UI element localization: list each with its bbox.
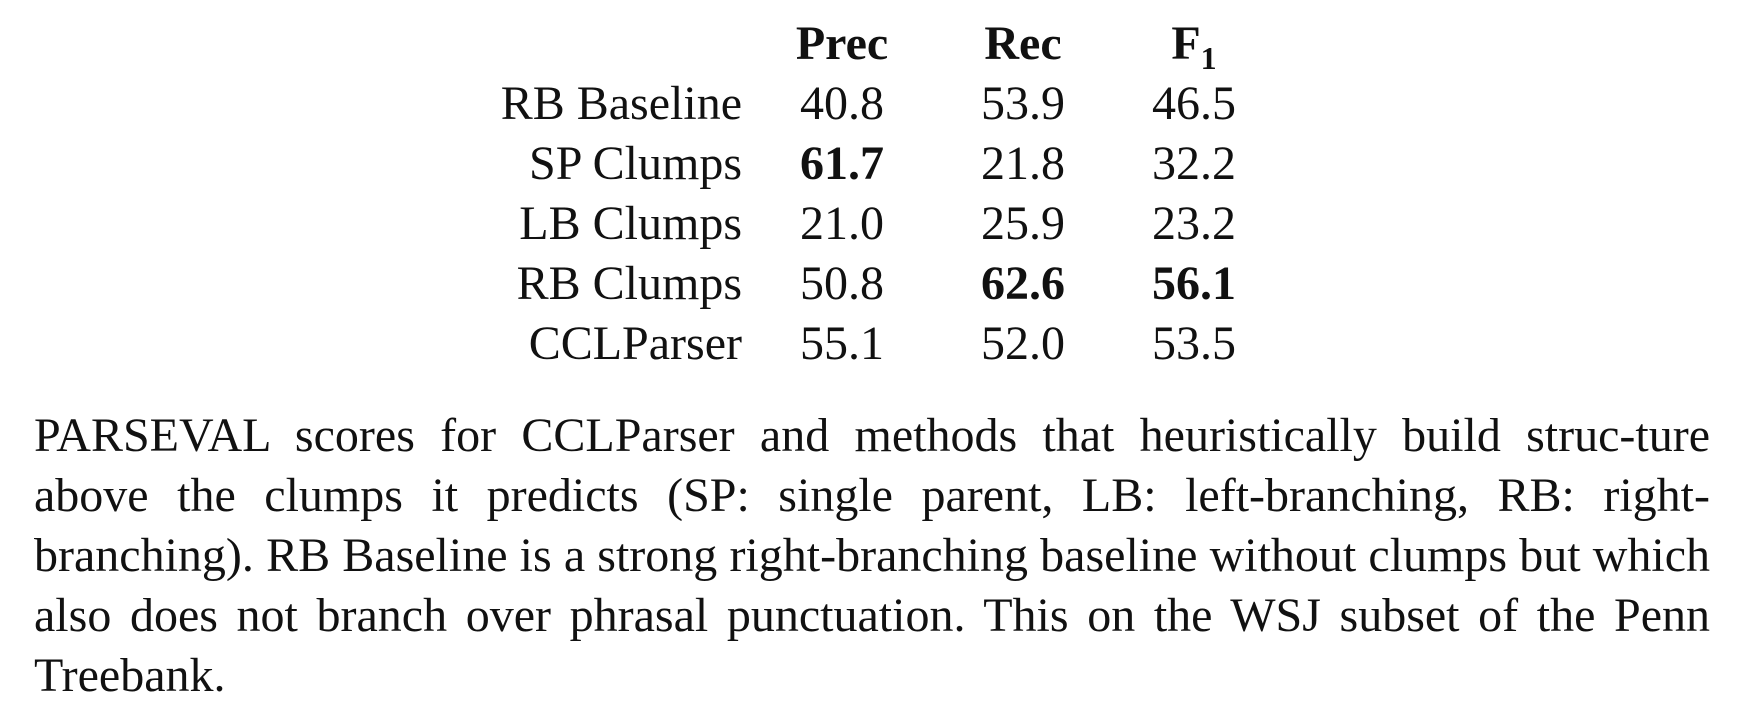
table-body: RB Baseline 40.8 53.9 46.5 SP Clumps 61.… <box>430 74 1284 374</box>
table-row: CCLParser 55.1 52.0 53.5 <box>430 314 1284 374</box>
cell-rec: 53.9 <box>981 77 1065 130</box>
cell-prec: 61.7 <box>800 137 884 190</box>
header-rec: Rec <box>984 17 1062 70</box>
row-method-label: LB Clumps <box>519 197 742 250</box>
table-row: RB Clumps 50.8 62.6 56.1 <box>430 254 1284 314</box>
header-method <box>430 14 742 74</box>
cell-rec: 21.8 <box>981 137 1065 190</box>
cell-rec: 25.9 <box>981 197 1065 250</box>
cell-rec: 52.0 <box>981 317 1065 370</box>
header-f1: F1 <box>1104 14 1284 74</box>
row-method-label: RB Baseline <box>500 77 742 130</box>
cell-f1: 32.2 <box>1152 137 1236 190</box>
cell-prec: 40.8 <box>800 77 884 130</box>
cell-f1: 56.1 <box>1152 257 1236 310</box>
table-row: LB Clumps 21.0 25.9 23.2 <box>430 194 1284 254</box>
cell-prec: 55.1 <box>800 317 884 370</box>
header-prec: Prec <box>795 17 889 70</box>
header-f1-main: F <box>1171 17 1201 70</box>
cell-f1: 53.5 <box>1152 317 1236 370</box>
results-table: Prec Rec F1 RB Baseline 40.8 53.9 46.5 S… <box>430 14 1284 374</box>
row-method-label: SP Clumps <box>529 137 742 190</box>
cell-prec: 21.0 <box>800 197 884 250</box>
row-method-label: CCLParser <box>528 317 742 370</box>
table-caption: PARSEVAL scores for CCLParser and method… <box>34 409 1710 702</box>
table-row: SP Clumps 61.7 21.8 32.2 <box>430 134 1284 194</box>
cell-rec: 62.6 <box>981 257 1065 310</box>
cell-f1: 46.5 <box>1152 77 1236 130</box>
cell-prec: 50.8 <box>800 257 884 310</box>
table-row: RB Baseline 40.8 53.9 46.5 <box>430 74 1284 134</box>
row-method-label: RB Clumps <box>516 257 742 310</box>
cell-f1: 23.2 <box>1152 197 1236 250</box>
header-f1-subscript: 1 <box>1200 40 1217 76</box>
table-header-row: Prec Rec F1 <box>430 14 1284 74</box>
